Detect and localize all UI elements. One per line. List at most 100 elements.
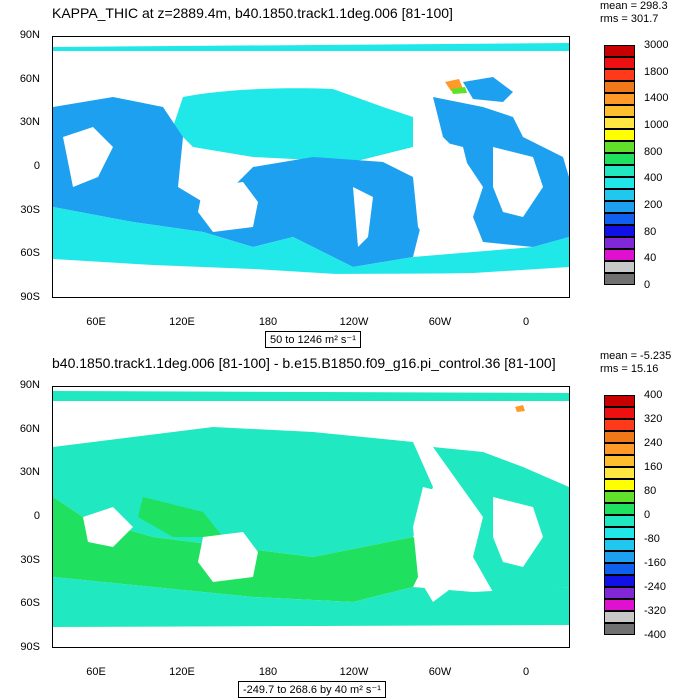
colorbar-swatch	[604, 201, 635, 213]
top-lat-label: 60S	[20, 247, 40, 259]
top-panel: KAPPA_THIC at z=2889.4m, b40.1850.track1…	[19, 0, 669, 348]
top-lon-label: 60E	[86, 316, 106, 328]
colorbar-label: 1800	[644, 65, 669, 78]
top-range-label: 50 to 1246 m² s⁻¹	[265, 331, 361, 348]
top-panel-title: KAPPA_THIC at z=2889.4m, b40.1850.track1…	[52, 5, 453, 21]
colorbar-swatch	[604, 503, 635, 515]
top-colorbar	[604, 45, 635, 285]
colorbar-label: -160	[644, 557, 667, 569]
bottom-map	[52, 386, 570, 648]
top-panel-stats: mean = 298.3 rms = 301.7	[600, 0, 668, 26]
colorbar-label: -400	[644, 629, 667, 641]
top-lat-label: 90N	[19, 29, 40, 41]
top-lon-label: 180	[258, 316, 278, 328]
colorbar-swatch	[604, 81, 635, 93]
bottom-lon-label: 180	[258, 666, 278, 678]
colorbar-swatch	[604, 455, 635, 467]
colorbar-label: -320	[644, 605, 667, 617]
colorbar-swatch	[604, 599, 635, 611]
bottom-rms-value: rms = 15.16	[600, 363, 659, 375]
bottom-lat-label: 30N	[19, 466, 40, 478]
colorbar-swatch	[604, 491, 635, 503]
bottom-panel-stats: mean = -5.235 rms = 15.16	[600, 350, 671, 376]
colorbar-swatch	[604, 165, 635, 177]
colorbar-swatch	[604, 407, 635, 419]
top-lat-label: 0	[33, 160, 40, 172]
colorbar-label: 800	[644, 145, 663, 158]
colorbar-swatch	[604, 551, 635, 563]
bottom-lat-label: 90S	[20, 641, 40, 653]
colorbar-label: 160	[644, 461, 663, 473]
colorbar-swatch	[604, 117, 635, 129]
colorbar-swatch	[604, 419, 635, 431]
bottom-lon-label: 120E	[169, 666, 195, 678]
top-lat-label: 90S	[20, 291, 40, 303]
colorbar-label: 200	[644, 199, 663, 211]
top-rms-value: rms = 301.7	[600, 13, 659, 25]
top-lon-label: 120W	[339, 316, 369, 328]
bottom-mean-value: mean = -5.235	[600, 350, 672, 362]
colorbar-label: 1000	[644, 119, 669, 131]
colorbar-label: 400	[644, 172, 663, 185]
bottom-panel-title: b40.1850.track1.1deg.006 [81-100] - b.e1…	[52, 355, 556, 371]
bottom-lat-label: 90N	[19, 379, 40, 391]
bottom-lat-label: 30S	[20, 554, 40, 566]
colorbar-swatch	[604, 213, 635, 225]
colorbar-label: 40	[644, 252, 657, 265]
colorbar-label: 1400	[644, 92, 669, 105]
colorbar-swatch	[604, 431, 635, 443]
colorbar-swatch	[604, 93, 635, 105]
colorbar-label: 240	[644, 437, 663, 449]
bottom-lat-label: 60N	[19, 423, 40, 435]
top-lon-label: 0	[522, 316, 530, 328]
colorbar-swatch	[604, 611, 635, 623]
bottom-lat-label: 0	[33, 510, 40, 522]
colorbar-swatch	[604, 45, 635, 57]
bottom-lon-label: 0	[522, 666, 530, 678]
top-lon-label: 120E	[169, 316, 195, 328]
colorbar-swatch	[604, 273, 635, 285]
top-map-field	[53, 37, 569, 297]
colorbar-swatch	[604, 539, 635, 551]
colorbar-swatch	[604, 189, 635, 201]
colorbar-swatch	[604, 467, 635, 479]
bottom-lon-label: 60E	[86, 666, 106, 678]
colorbar-swatch	[604, 575, 635, 587]
colorbar-swatch	[604, 395, 635, 407]
bottom-lat-label: 60S	[20, 597, 40, 609]
top-lat-label: 30N	[19, 116, 40, 128]
colorbar-swatch	[604, 129, 635, 141]
colorbar-label: 400	[644, 389, 663, 401]
top-map	[52, 36, 570, 298]
colorbar-swatch	[604, 105, 635, 117]
colorbar-swatch	[604, 261, 635, 273]
colorbar-swatch	[604, 177, 635, 189]
colorbar-label: 80	[644, 485, 657, 497]
colorbar-swatch	[604, 237, 635, 249]
colorbar-swatch	[604, 443, 635, 455]
colorbar-swatch	[604, 69, 635, 81]
colorbar-label: 80	[644, 225, 657, 238]
top-mean-value: mean = 298.3	[600, 0, 668, 12]
colorbar-label: 3000	[644, 39, 669, 51]
bottom-lon-label: 120W	[339, 666, 369, 678]
colorbar-swatch	[604, 527, 635, 539]
colorbar-swatch	[604, 141, 635, 153]
colorbar-swatch	[604, 623, 635, 635]
top-lon-label: 60W	[428, 316, 452, 328]
colorbar-label: 0	[644, 509, 651, 521]
colorbar-swatch	[604, 153, 635, 165]
colorbar-swatch	[604, 479, 635, 491]
bottom-colorbar	[604, 395, 635, 635]
bottom-panel: b40.1850.track1.1deg.006 [81-100] - b.e1…	[0, 350, 700, 700]
colorbar-swatch	[604, 225, 635, 237]
colorbar-swatch	[604, 515, 635, 527]
colorbar-swatch	[604, 587, 635, 599]
bottom-lon-label: 60W	[428, 666, 452, 678]
colorbar-label: 320	[644, 413, 663, 425]
colorbar-swatch	[604, 563, 635, 575]
colorbar-swatch	[604, 57, 635, 69]
colorbar-label: 0	[644, 279, 651, 291]
top-lat-label: 30S	[20, 204, 40, 216]
top-lat-label: 60N	[19, 73, 40, 85]
